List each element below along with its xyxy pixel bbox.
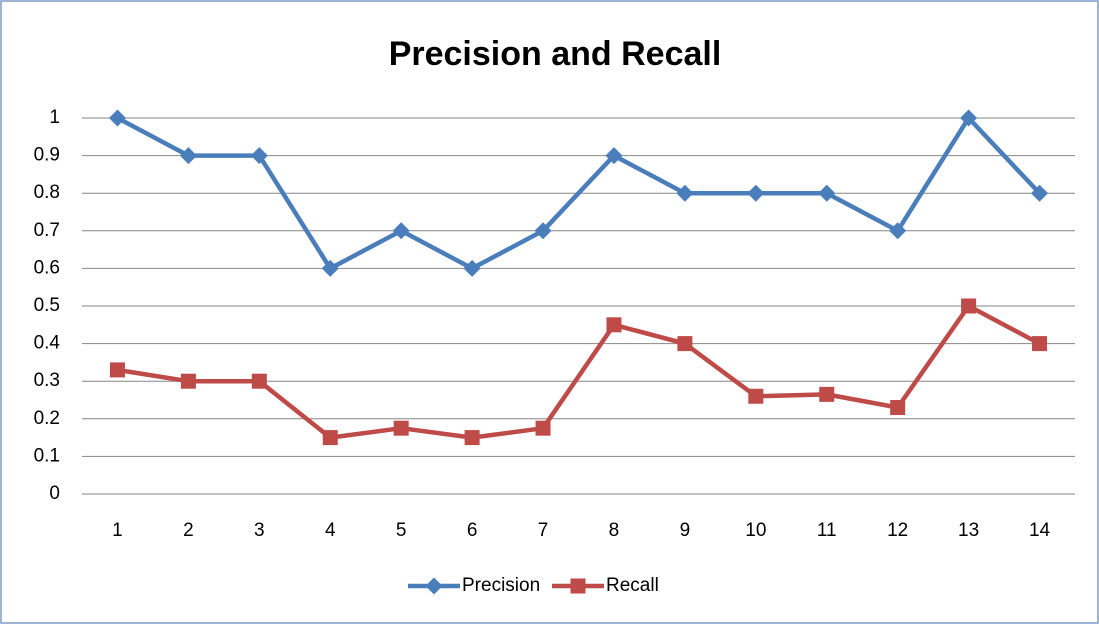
data-point (747, 184, 765, 202)
data-point (251, 373, 267, 389)
x-tick-label: 12 (887, 520, 908, 541)
data-point (464, 430, 480, 446)
x-tick-label: 13 (958, 520, 979, 541)
data-point (890, 400, 906, 416)
data-point (606, 317, 622, 333)
y-tick-label: 0.2 (34, 408, 60, 429)
x-tick-label: 7 (538, 520, 549, 541)
legend-marker (570, 578, 586, 594)
x-tick-label: 2 (183, 520, 194, 541)
data-point (535, 420, 551, 436)
y-tick-label: 0.9 (34, 145, 60, 166)
series-line (116, 115, 1042, 271)
x-tick-label: 8 (609, 520, 620, 541)
data-point (1032, 336, 1048, 352)
data-point (109, 362, 125, 378)
data-point (392, 222, 410, 240)
x-tick-label: 4 (325, 520, 336, 541)
data-point (677, 336, 693, 352)
data-point (322, 430, 338, 446)
data-point (108, 109, 126, 127)
x-tick-label: 5 (396, 520, 407, 541)
data-point (321, 259, 339, 277)
data-point (960, 109, 978, 127)
data-point (179, 147, 197, 165)
y-tick-label: 0.5 (34, 295, 60, 316)
legend-marker (425, 577, 443, 595)
data-point (180, 373, 196, 389)
series-line (117, 303, 1041, 440)
y-tick-label: 0.6 (34, 257, 60, 278)
y-tick-label: 0.4 (34, 333, 61, 354)
y-tick-label: 0.7 (34, 220, 60, 241)
x-tick-label: 14 (1029, 520, 1051, 541)
x-tick-label: 9 (680, 520, 691, 541)
x-tick-label: 10 (745, 520, 766, 541)
x-tick-label: 11 (817, 520, 837, 541)
y-tick-label: 0.3 (34, 370, 60, 391)
y-tick-label: 0.1 (34, 445, 60, 466)
data-point (819, 386, 835, 402)
data-point (676, 184, 694, 202)
data-point (393, 420, 409, 436)
data-point (534, 222, 552, 240)
chart-title: Precision and Recall (389, 35, 722, 73)
data-point (818, 184, 836, 202)
data-point (605, 147, 623, 165)
x-tick-label: 6 (467, 520, 478, 541)
x-tick-label: 1 (112, 520, 123, 541)
x-tick-label: 3 (254, 520, 265, 541)
legend-label: Precision (462, 575, 540, 596)
y-tick-label: 1 (49, 107, 60, 128)
data-point (961, 298, 977, 314)
data-point (1031, 184, 1049, 202)
y-tick-label: 0 (49, 483, 60, 504)
data-point (748, 388, 764, 404)
data-point (463, 259, 481, 277)
legend-label: Recall (606, 575, 659, 596)
y-tick-label: 0.8 (34, 182, 60, 203)
data-point (250, 147, 268, 165)
data-point (889, 222, 907, 240)
